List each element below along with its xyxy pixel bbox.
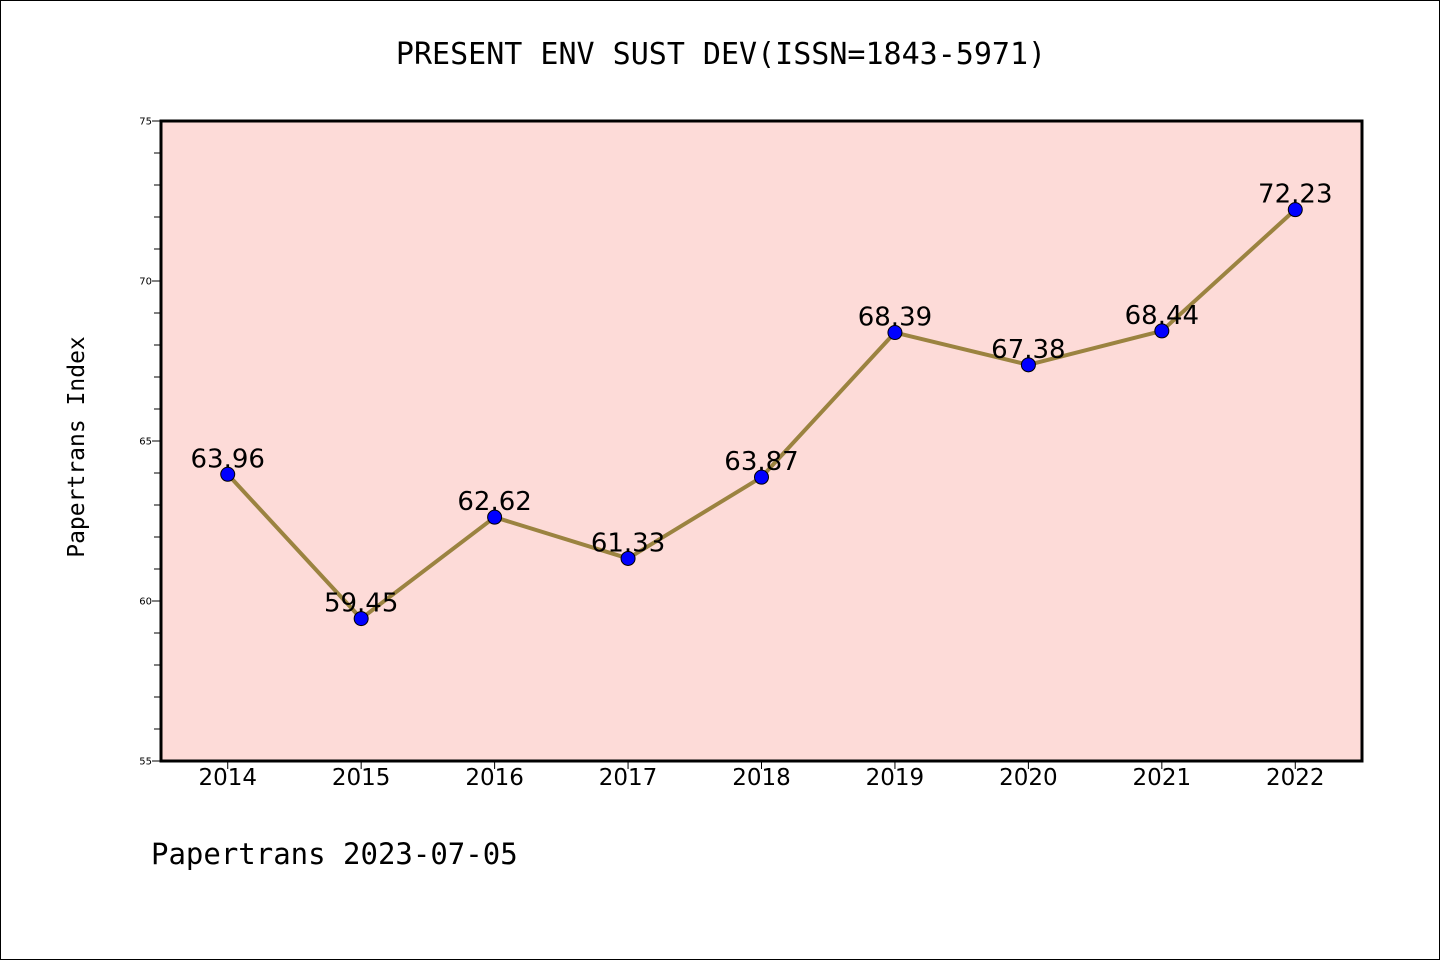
data-point-marker — [887, 325, 903, 341]
data-point-marker — [754, 469, 769, 485]
x-tick-label: 2016 — [465, 765, 524, 791]
data-label: 59.45 — [324, 589, 398, 619]
data-label: 63.96 — [191, 444, 265, 474]
y-tick-label: 60 — [139, 597, 152, 608]
y-tick-label: 70 — [139, 277, 152, 288]
chart-title: PRESENT ENV SUST DEV(ISSN=1843-5971) — [395, 37, 1047, 72]
data-label: 67.38 — [991, 335, 1065, 365]
data-label: 72.23 — [1258, 180, 1332, 210]
data-point-marker — [620, 550, 636, 566]
x-tick-label: 2019 — [866, 765, 925, 791]
data-point-marker — [1287, 202, 1303, 218]
data-label: 62.62 — [457, 487, 531, 517]
x-tick-label: 2021 — [1133, 765, 1192, 791]
data-label: 63.87 — [724, 447, 798, 477]
data-point-marker — [487, 509, 503, 525]
data-point-marker — [1020, 357, 1036, 373]
x-tick-label: 2020 — [999, 765, 1058, 791]
x-tick-label: 2017 — [599, 765, 658, 791]
x-tick-label: 2015 — [332, 765, 391, 791]
data-point-marker — [1154, 323, 1170, 339]
data-label: 68.39 — [858, 303, 932, 333]
plot-frame — [159, 119, 1364, 763]
y-tick-label: 55 — [139, 757, 152, 768]
y-tick-label: 65 — [139, 437, 152, 448]
y-tick-label: 75 — [139, 117, 152, 128]
x-tick-label: 2022 — [1266, 765, 1325, 791]
data-point-marker — [220, 466, 236, 482]
data-point-marker — [353, 611, 369, 627]
data-label: 61.33 — [591, 528, 665, 558]
plot-background — [161, 121, 1362, 761]
x-tick-label: 2018 — [732, 765, 791, 791]
footer-note: Papertrans 2023-07-05 — [151, 837, 518, 871]
data-label: 68.44 — [1125, 301, 1199, 331]
x-tick-label: 2014 — [198, 765, 257, 791]
